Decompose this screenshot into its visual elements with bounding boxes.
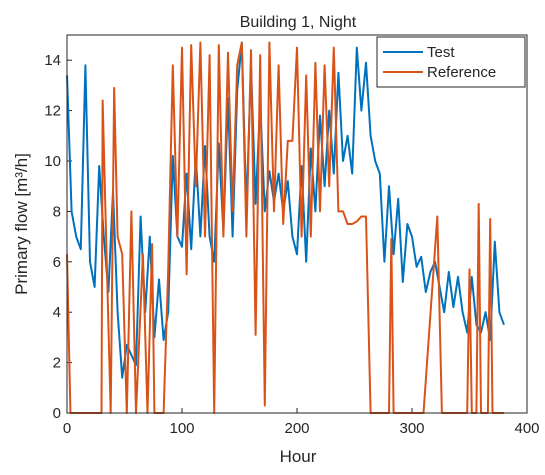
y-axis-label: Primary flow [m³/h]: [12, 153, 31, 295]
x-axis-label: Hour: [280, 447, 317, 466]
x-tick-label: 100: [169, 420, 194, 437]
y-tick-label: 2: [53, 355, 61, 372]
chart-title: Building 1, Night: [240, 14, 357, 31]
y-tick-label: 14: [44, 52, 61, 69]
y-tick-label: 10: [44, 153, 61, 170]
plot-frame: [66, 34, 528, 414]
x-tick-label: 300: [399, 420, 424, 437]
y-tick-label: 12: [44, 103, 61, 120]
legend-label: Test: [427, 44, 455, 61]
x-tick-label: 0: [63, 420, 71, 437]
x-tick-label: 200: [284, 420, 309, 437]
y-tick-label: 0: [53, 405, 61, 422]
x-tick-label: 400: [514, 420, 539, 437]
y-tick-label: 6: [53, 254, 61, 271]
legend-box: [376, 36, 526, 88]
y-tick-label: 4: [53, 304, 61, 321]
legend-label: Reference: [427, 64, 496, 81]
y-tick-label: 8: [53, 203, 61, 220]
